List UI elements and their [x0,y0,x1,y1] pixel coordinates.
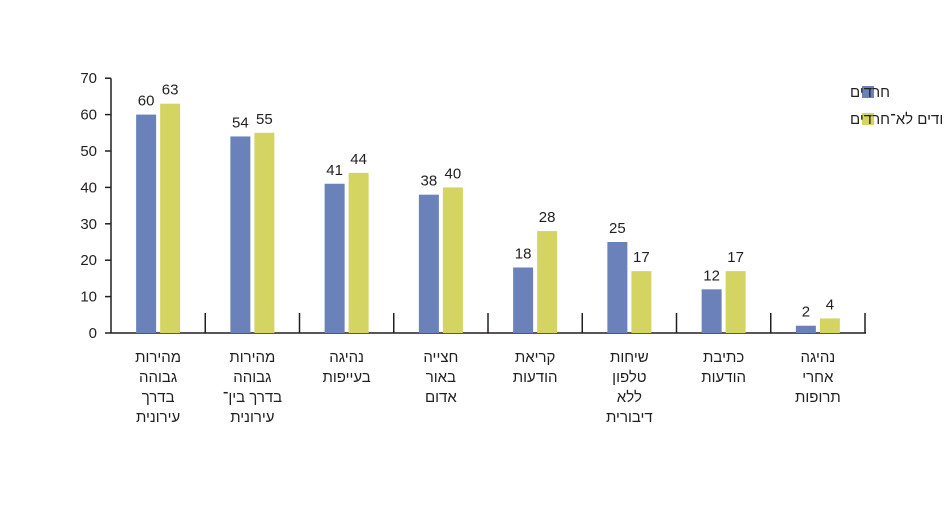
y-tick-label: 40 [80,179,97,196]
x-category-label-line: הודעות [513,369,558,386]
bar-series-0 [795,325,816,333]
x-category-label: נהיגה בעייפות [322,349,370,386]
x-category-label-line: שיחות [610,349,649,366]
y-tick-label: 50 [80,143,97,160]
x-category-label-line: נהיגה [800,349,835,366]
data-label-series-1: 17 [727,249,744,266]
legend-swatch-series-0 [862,86,874,98]
x-category-label-line: מהירות [135,349,181,366]
bar-series-1 [254,132,275,333]
x-category-label-line: עירונית [136,409,180,426]
x-category-label-line: עירונית [230,409,274,426]
x-category-label-line: טלפון [612,369,646,386]
data-label-series-1: 17 [633,249,650,266]
x-category-label: מהירות גבוהה בדרך עירונית [135,349,181,426]
x-category-label-line: תרופות [795,389,841,406]
x-category-label-line: גבוהה [233,369,271,386]
bar-series-0 [136,114,157,333]
bar-series-0 [418,194,439,333]
data-label-series-0: 54 [232,114,249,131]
x-category-label-line: דיבורית [606,409,653,426]
bar-series-1 [725,271,746,333]
y-tick-label: 70 [80,70,97,87]
legend-label-series-0: חרדים [850,84,890,101]
legend-swatch-series-1 [862,113,874,125]
x-category-label-line: אדום [425,389,457,406]
x-category-label-line: נהיגה [329,349,364,366]
bar-series-0 [607,242,628,333]
data-label-series-0: 12 [703,267,720,284]
bar-series-1 [160,103,181,334]
data-label-series-0: 2 [802,304,810,321]
x-category-label-line: בעייפות [322,369,370,386]
data-label-series-1: 4 [826,296,834,313]
x-category-label-line: בדרך [142,389,175,406]
bar-series-0 [701,289,722,333]
x-category-label: מהירות גבוהה בדרך בין־ עירונית [223,349,283,426]
bar-series-1 [442,187,463,333]
bar-series-1 [631,271,652,333]
x-category-label-line: מהירות [229,349,275,366]
y-tick-label: 0 [89,325,97,342]
bar-series-1 [537,231,558,333]
x-category-label: נהיגה אחרי תרופות [795,349,841,406]
bar-series-1 [348,172,369,333]
data-label-series-0: 41 [326,162,343,179]
x-category-label-line: כתיבת [703,349,744,366]
data-label-series-0: 60 [138,93,155,110]
data-label-series-0: 38 [421,173,438,190]
x-category-label-line: חצייה [423,349,458,366]
y-tick-label: 20 [80,252,97,269]
x-category-label-line: בדרך בין־ [223,389,283,406]
data-label-series-1: 40 [445,165,462,182]
x-category-label-line: באור [426,369,456,386]
y-tick-label: 10 [80,289,97,306]
data-label-series-1: 63 [162,82,179,99]
data-label-series-1: 55 [256,111,273,128]
bar-series-0 [513,267,534,333]
x-category-label-line: ללא [617,389,642,406]
data-label-series-0: 25 [609,220,626,237]
x-category-label: חצייה באור אדום [423,349,458,406]
data-label-series-1: 28 [539,209,556,226]
x-category-label-line: אחרי [802,369,834,386]
bar-series-0 [324,183,345,333]
legend-label-series-1: יהודים לא־חרדים [850,111,944,128]
x-category-label-line: קריאת [515,349,556,366]
x-category-label-line: גבוהה [139,369,177,386]
x-category-label-line: הודעות [701,369,746,386]
bar-series-0 [230,136,251,333]
x-category-label: קריאת הודעות [513,349,558,386]
y-tick-label: 30 [80,216,97,233]
x-category-label: שיחות טלפון ללא דיבורית [606,349,653,426]
bar-series-1 [819,318,840,333]
data-label-series-1: 44 [350,151,367,168]
x-category-label: כתיבת הודעות [701,349,746,386]
data-label-series-0: 18 [515,245,532,262]
y-tick-label: 60 [80,107,97,124]
